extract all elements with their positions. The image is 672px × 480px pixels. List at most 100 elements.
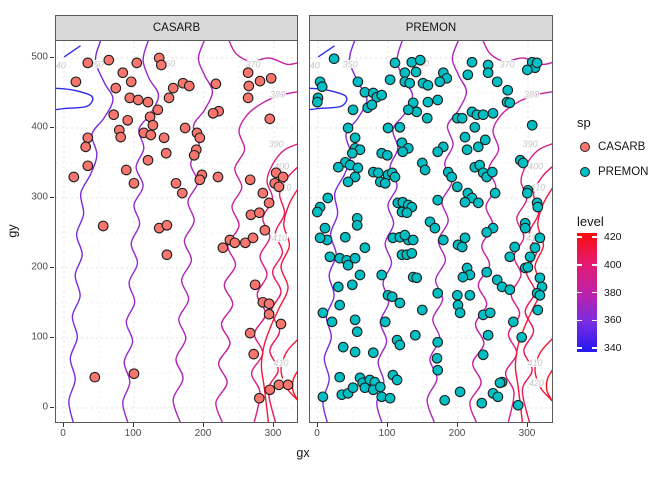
data-point-premon [414,54,426,66]
data-point-premon [519,222,531,234]
data-point-casarb [128,368,140,380]
data-point-premon [349,314,361,326]
colorbar-tick-label: 360 [604,314,622,327]
level-colorbar [577,233,597,352]
data-point-casarb [128,177,140,189]
data-point-premon [524,251,536,263]
colorbar-tick-label: 380 [604,286,622,299]
data-point-casarb [257,187,269,199]
data-point-premon [381,149,393,161]
data-point-premon [477,109,489,121]
data-point-premon [386,291,398,303]
panel-canvas-casarb: 340350360370380390400410410410420 [56,41,297,422]
data-point-premon [326,316,338,328]
contour-label: 390 [523,139,538,149]
facet-strip-premon: PREMON [309,15,553,41]
data-point-premon [509,241,521,253]
y-axis-tick-label: 500 [31,51,48,63]
data-point-premon [406,247,418,259]
legend-key-dot-casarb [580,142,590,152]
data-point-premon [454,386,466,398]
x-axis-tick-label: 100 [124,428,142,439]
data-point-casarb [155,59,167,71]
data-point-premon [482,329,494,341]
data-point-premon [437,234,449,246]
data-point-premon [422,96,434,108]
data-point-casarb [120,164,132,176]
data-point-premon [409,329,421,341]
contour-line-390 [250,143,297,422]
contour-label: 400 [528,162,543,172]
contour-line-370 [426,41,468,422]
data-point-premon [456,112,468,124]
data-point-premon [317,307,329,319]
contour-line-340 [318,45,335,58]
data-point-premon [419,164,431,176]
data-point-premon [407,234,419,246]
data-point-premon [457,271,469,283]
legend-item-label: PREMON [598,166,649,178]
x-axis-tick-mark [316,423,318,427]
data-point-premon [416,304,428,316]
data-point-premon [379,316,391,328]
data-point-premon [432,364,444,376]
data-point-casarb [273,379,285,391]
data-point-premon [342,176,354,188]
data-point-premon [534,272,546,284]
data-point-casarb [145,129,157,141]
contour-line-380 [215,91,297,422]
data-point-premon [482,67,494,79]
data-point-premon [504,251,516,263]
data-point-casarb [89,371,101,383]
data-point-casarb [243,80,255,92]
data-point-casarb [125,76,137,88]
data-point-casarb [161,219,173,231]
data-point-casarb [263,197,275,209]
facet-strip-label: CASARB [152,22,201,34]
legend-key-dot-premon [580,167,590,177]
data-point-casarb [265,72,277,84]
contour-line-410 [280,339,297,401]
data-point-casarb [242,67,254,79]
x-axis-tick-label: 100 [378,428,396,439]
data-point-premon [462,69,474,81]
data-point-casarb [248,348,260,360]
x-axis-tick-mark [62,423,64,427]
data-point-premon [394,121,406,133]
x-axis-tick-label: 200 [194,428,212,439]
x-axis-tick-mark [526,423,528,427]
colorbar-tick-mark [592,236,597,238]
colorbar-tick-mark [577,264,582,266]
data-point-casarb [282,379,294,391]
x-axis-tick-label: 300 [264,428,282,439]
data-point-premon [349,252,361,264]
contour-line-350 [68,41,114,422]
contour-line-380 [228,41,297,66]
contour-label: 410 [527,358,542,368]
facet-strip-label: PREMON [405,22,457,34]
data-point-premon [367,347,379,359]
data-point-premon [439,394,451,406]
data-point-premon [429,222,441,234]
contour-label: 370 [499,59,514,69]
x-axis-tick-label: 0 [314,428,320,439]
data-point-premon [359,242,371,254]
data-point-premon [391,374,403,386]
data-point-casarb [244,327,256,339]
data-point-premon [432,94,444,106]
data-point-casarb [254,75,266,87]
contour-label: 390 [269,139,284,149]
data-point-casarb [253,392,265,404]
data-point-premon [454,307,466,319]
data-point-premon [389,171,401,183]
data-point-premon [394,297,406,309]
y-axis-tick-mark [50,196,54,198]
data-point-premon [421,112,433,124]
data-point-casarb [117,67,129,79]
data-point-premon [316,81,328,93]
data-point-casarb [152,104,164,116]
contour-label: 380 [270,89,285,99]
data-point-premon [459,232,471,244]
plot-panel-casarb: 340350360370380390400410410410420 [55,40,298,423]
